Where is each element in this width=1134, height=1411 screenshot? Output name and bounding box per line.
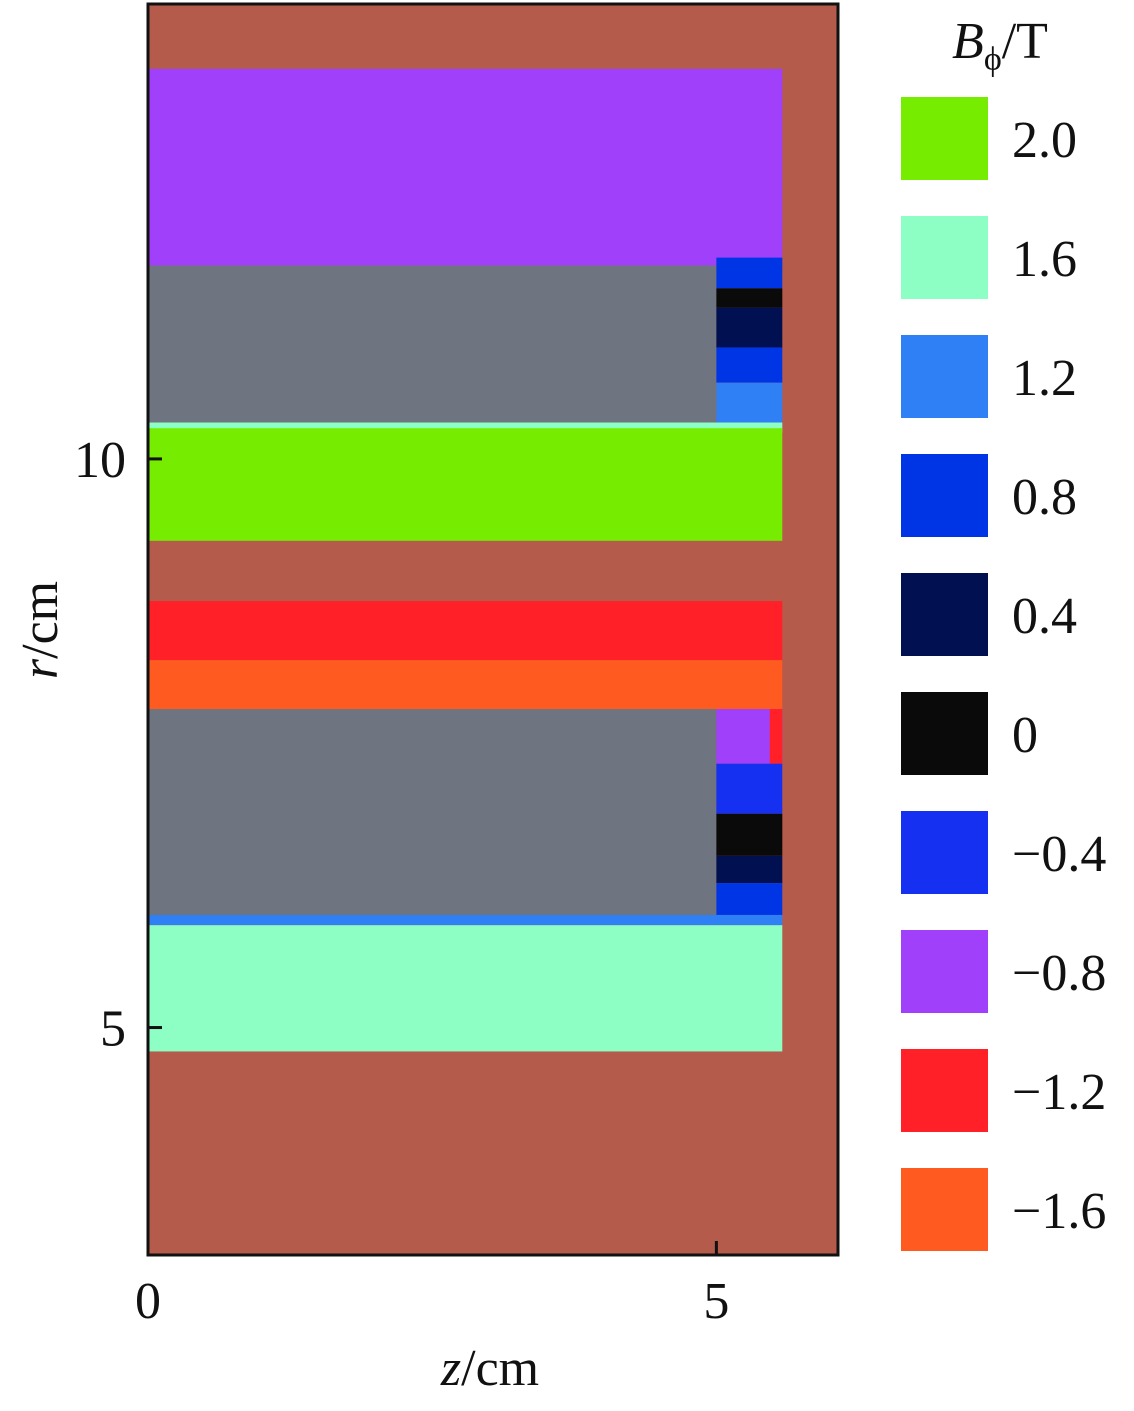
legend-swatch [901,573,988,656]
legend-label: 0.8 [1012,469,1077,526]
legend-label: −0.4 [1012,826,1106,883]
y-tick-label: 5 [100,1001,126,1058]
region [148,660,783,710]
region [716,347,783,383]
legend-swatch [901,930,988,1013]
region [148,422,783,433]
symbol: B [952,13,984,70]
region [148,68,783,266]
unit: /cm [461,1340,539,1397]
legend-swatch [901,692,988,775]
region [148,265,717,429]
region [716,855,783,884]
legend-label: 0 [1012,707,1038,764]
legend-label: 0.4 [1012,588,1077,645]
region [716,382,783,423]
region [769,709,783,764]
region [716,813,783,856]
region [716,288,783,308]
unit: /T [1002,13,1048,70]
symbol: r [12,658,69,679]
region [716,307,783,348]
x-tick-label: 5 [703,1273,729,1330]
legend-swatch [901,216,988,299]
legend-swatch [901,1049,988,1132]
subscript: ϕ [984,41,1002,78]
legend-swatch [901,811,988,894]
legend-label: −1.6 [1012,1183,1106,1240]
legend-swatch [901,335,988,418]
region [148,925,783,1052]
region [716,763,783,814]
colorbar-title: Bϕ/T [952,13,1048,78]
unit: /cm [12,581,69,659]
legend-label: −0.8 [1012,945,1106,1002]
region [148,709,717,915]
symbol: z [440,1340,461,1397]
region [148,428,783,541]
region [148,914,783,926]
y-axis-label: r/cm [12,581,69,679]
region [716,883,783,915]
legend-label: −1.2 [1012,1064,1106,1121]
x-axis-label: z/cm [440,1340,539,1397]
region [148,601,783,661]
plot-frame [146,2,840,1257]
legend-swatch [901,97,988,180]
legend-label: 1.2 [1012,350,1077,407]
legend-label: 1.6 [1012,231,1077,288]
x-tick-label: 0 [135,1273,161,1330]
legend-swatch [901,1168,988,1251]
legend-swatch [901,454,988,537]
y-tick-label: 10 [74,432,126,489]
legend-label: 2.0 [1012,112,1077,169]
region [716,257,783,289]
